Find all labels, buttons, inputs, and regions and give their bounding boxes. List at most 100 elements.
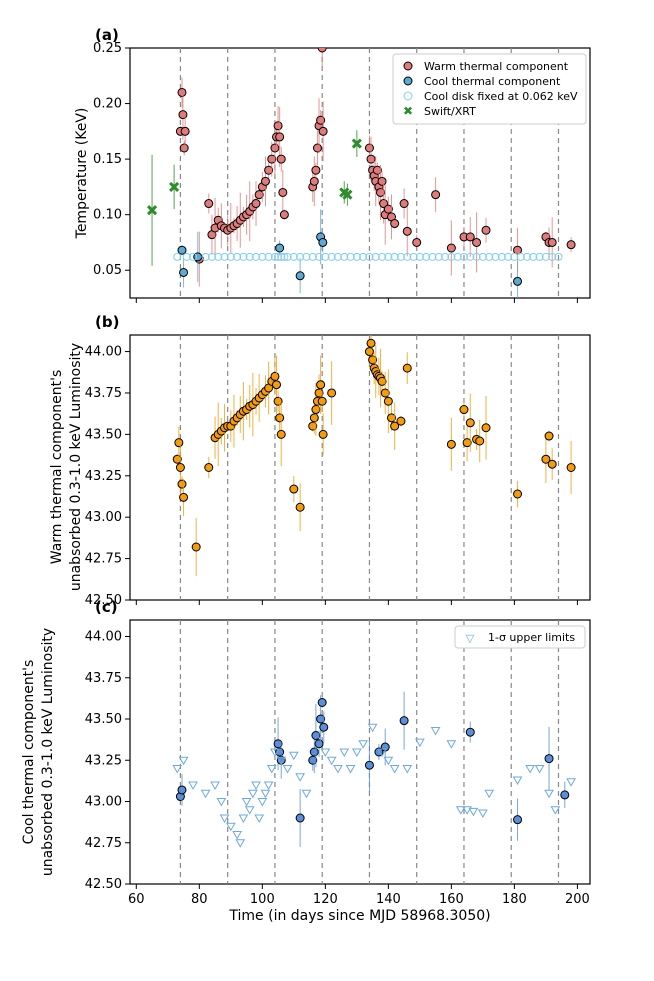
point-2-1-21 (276, 756, 287, 766)
point-0-2-35 (390, 252, 399, 261)
point-0-2-12 (258, 252, 267, 261)
point-2-1-31 (351, 748, 362, 758)
panel-c-xlabel: Time (in days since MJD 58968.3050) (228, 908, 490, 924)
point-0-1-3 (275, 243, 285, 253)
point-2-1-24 (295, 773, 305, 782)
xtick-label-4: 140 (376, 892, 401, 907)
ytick-label-1-0: 42.50 (85, 593, 122, 608)
point-2-1-10 (238, 814, 249, 824)
point-0-2-3 (201, 252, 210, 261)
point-1-0-65 (541, 454, 551, 464)
point-0-2-42 (434, 252, 443, 261)
point-1-0-56 (402, 363, 412, 373)
point-0-0-43 (366, 154, 376, 164)
point-0-0-60 (446, 243, 456, 253)
point-1-0-3 (177, 479, 187, 489)
point-2-1-23 (288, 751, 299, 761)
legend-a-swift-marker: ✖ (403, 104, 413, 118)
point-0-2-8 (233, 252, 242, 261)
point-1-0-50 (377, 376, 387, 386)
point-1-0-1 (174, 438, 184, 448)
point-0-0-33 (279, 210, 289, 220)
point-0-0-40 (317, 48, 327, 53)
point-2-0-16 (399, 716, 409, 726)
point-0-0-31 (276, 154, 286, 164)
point-2-1-29 (339, 748, 350, 758)
point-0-0-56 (399, 199, 409, 209)
point-0-0-29 (273, 121, 283, 131)
ytick-label-0-2: 0.15 (93, 152, 122, 167)
ytick-label-0-0: 0.05 (93, 263, 122, 278)
point-1-0-53 (387, 413, 397, 423)
plot-area-0 (146, 48, 576, 298)
point-2-1-47 (525, 765, 535, 774)
point-0-2-17 (280, 252, 289, 261)
point-1-0-39 (317, 396, 327, 406)
point-2-1-20 (270, 748, 280, 758)
point-0-0-57 (402, 226, 412, 236)
point-0-2-6 (220, 252, 229, 261)
point-0-0-58 (412, 237, 422, 247)
point-1-0-58 (459, 405, 469, 415)
legend-a-fixed-marker (403, 91, 413, 101)
point-2-1-11 (241, 798, 252, 807)
point-2-1-43 (468, 807, 479, 817)
point-0-0-39 (316, 115, 326, 125)
point-1-0-27 (272, 380, 282, 390)
point-0-2-33 (378, 252, 387, 261)
ytick-label-2-6: 44.00 (85, 630, 122, 645)
ytick-label-1-4: 43.50 (85, 427, 122, 442)
point-1-0-63 (481, 423, 491, 433)
point-0-2-22 (308, 252, 317, 261)
point-0-2-32 (371, 252, 380, 261)
point-0-2-54 (510, 252, 519, 261)
point-2-1-35 (383, 756, 394, 766)
point-2-1-3 (200, 789, 211, 799)
point-0-1-1 (179, 267, 189, 277)
legend-a-fixed: Cool disk fixed at 0.062 keV (424, 90, 578, 103)
point-1-0-67 (547, 459, 557, 469)
point-2-1-40 (446, 740, 457, 749)
point-0-0-69 (566, 240, 576, 250)
point-0-2-55 (516, 252, 525, 261)
point-0-2-28 (346, 252, 355, 261)
point-2-1-48 (534, 765, 545, 774)
point-1-0-32 (295, 502, 305, 512)
point-0-2-47 (466, 252, 475, 261)
point-2-1-1 (178, 756, 189, 766)
point-0-2-23 (315, 252, 324, 261)
point-0-0-30 (275, 132, 285, 142)
point-0-0-62 (465, 232, 475, 242)
ytick-label-1-5: 43.75 (85, 386, 122, 401)
panel-c-ylabel-line1: Cool thermal component's (21, 660, 37, 845)
point-0-0-4 (180, 126, 190, 136)
ytick-label-2-2: 43.00 (85, 795, 122, 810)
point-0-0-64 (481, 225, 491, 235)
point-2-1-41 (455, 806, 466, 815)
point-1-0-55 (396, 416, 406, 426)
point-1-0-68 (566, 463, 576, 472)
panel-a-label: (a) (95, 26, 119, 44)
point-2-1-2 (188, 781, 198, 791)
point-1-0-64 (513, 489, 523, 499)
point-0-3-0 (146, 205, 158, 216)
point-0-0-59 (431, 190, 441, 200)
xtick-label-0: 60 (128, 892, 145, 907)
ytick-label-0-4: 0.25 (93, 41, 122, 56)
ytick-label-1-6: 44.00 (85, 345, 122, 360)
point-2-1-49 (544, 789, 554, 799)
point-0-2-24 (321, 252, 330, 261)
legend-c-upper-limits: 1-σ upper limits (488, 631, 575, 644)
point-0-2-61 (554, 252, 563, 261)
point-0-2-7 (226, 252, 235, 261)
point-0-2-14 (270, 252, 279, 261)
point-0-3-4 (351, 138, 362, 149)
point-2-1-45 (484, 789, 495, 799)
ytick-label-2-4: 43.50 (85, 712, 122, 727)
point-2-0-10 (316, 714, 326, 724)
point-1-0-41 (327, 388, 337, 398)
point-0-0-35 (309, 176, 319, 186)
point-1-0-52 (383, 396, 393, 406)
legend-a-cool: Cool thermal component (424, 75, 561, 88)
